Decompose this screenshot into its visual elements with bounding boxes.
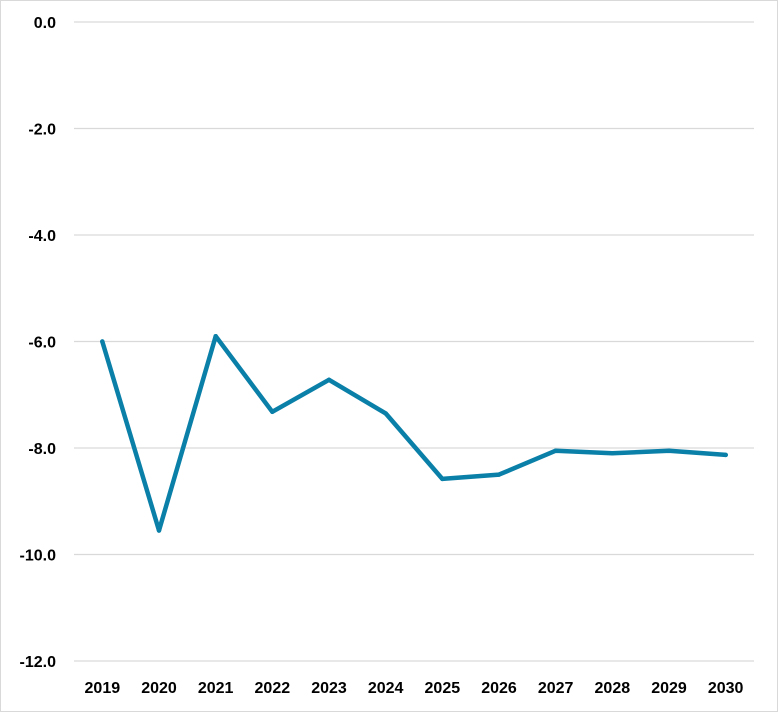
data-point bbox=[666, 448, 672, 453]
x-tick-label: 2024 bbox=[368, 680, 404, 697]
data-point bbox=[383, 411, 388, 416]
y-tick-label: -8.0 bbox=[28, 441, 56, 458]
x-tick-label: 2025 bbox=[425, 680, 461, 697]
data-point bbox=[100, 339, 105, 344]
x-tick-label: 2027 bbox=[538, 680, 574, 697]
x-tick-label: 2030 bbox=[708, 680, 744, 697]
series-line bbox=[100, 333, 728, 533]
x-tick-label: 2019 bbox=[85, 680, 121, 697]
data-point bbox=[270, 409, 275, 414]
y-tick-label: -4.0 bbox=[28, 228, 56, 245]
x-axis-tick-labels: 2019 2020 2021 2022 2023 2024 2025 2026 2027 2028… bbox=[85, 680, 744, 697]
x-tick-label: 2020 bbox=[141, 680, 177, 697]
data-point bbox=[213, 333, 218, 339]
data-point bbox=[610, 451, 615, 456]
series-group bbox=[100, 333, 728, 533]
x-tick-label: 2028 bbox=[595, 680, 631, 697]
x-tick-label: 2022 bbox=[255, 680, 291, 697]
y-tick-label: -10.0 bbox=[20, 548, 57, 565]
y-tick-label: 0.0 bbox=[34, 15, 56, 32]
y-tick-label: -6.0 bbox=[28, 335, 56, 352]
x-tick-label: 2026 bbox=[481, 680, 517, 697]
x-tick-label: 2023 bbox=[311, 680, 347, 697]
data-point bbox=[553, 448, 558, 453]
gridlines bbox=[74, 21, 754, 662]
x-tick-label: 2029 bbox=[651, 680, 687, 697]
data-point bbox=[326, 377, 332, 383]
y-tick-label: -12.0 bbox=[20, 654, 57, 671]
x-tick-label: 2021 bbox=[198, 680, 234, 697]
y-axis-tick-labels: 0.0 -2.0 -4.0 -6.0 -8.0 -10.0 -12.0 bbox=[20, 15, 57, 671]
data-point bbox=[440, 476, 445, 482]
data-point bbox=[496, 472, 502, 477]
data-point bbox=[156, 528, 162, 533]
data-point bbox=[723, 452, 728, 458]
y-tick-label: -2.0 bbox=[28, 122, 56, 139]
